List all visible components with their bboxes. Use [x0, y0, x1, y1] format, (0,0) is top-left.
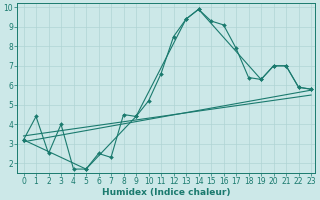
X-axis label: Humidex (Indice chaleur): Humidex (Indice chaleur) — [102, 188, 230, 197]
